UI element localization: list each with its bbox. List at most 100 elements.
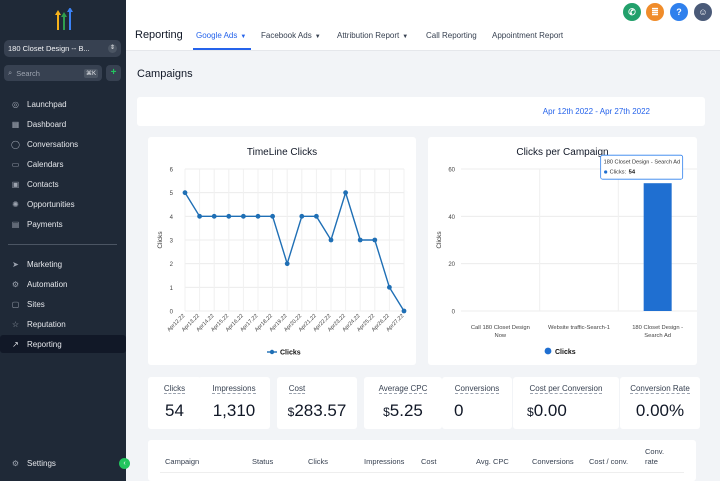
stat-label: Conversion Rate [620,384,700,394]
sidebar-item-reputation[interactable]: ☆ Reputation [4,315,122,333]
y-axis-label: Clicks [157,231,164,249]
sidebar-item-label: Launchpad [27,99,67,109]
data-point [357,237,363,243]
column-header-status[interactable]: Status [252,457,274,466]
column-header-campaign[interactable]: Campaign [165,457,200,466]
sidebar-item-calendars[interactable]: ▭ Calendars [4,155,122,173]
data-point [270,213,275,219]
data-point [401,308,407,314]
stat-value: $0.00 [513,401,619,421]
column-header-impressions[interactable]: Impressions [364,457,405,466]
currency-symbol: $ [383,405,390,419]
legend-marker [544,347,552,355]
funnel-icon: ✺ [12,199,19,209]
sidebar-item-launchpad[interactable]: ◎ Launchpad [4,95,122,113]
sidebar-item-sites[interactable]: ▢ Sites [4,295,122,313]
tab-google-ads[interactable]: Google Ads ▼ [196,31,246,40]
timeline-clicks-chart: 0123456Apr12,22Apr13,22Apr14,22Apr15,22A… [157,168,407,357]
bar [643,183,672,311]
stat-label-text: Clicks [163,384,186,394]
tab-appointment-report[interactable]: Appointment Report [492,31,563,40]
phone-icon[interactable]: ✆ [623,3,641,21]
tab-facebook-ads[interactable]: Facebook Ads ▼ [261,31,321,40]
sidebar-item-label: Automation [27,279,68,289]
globe-icon: ▢ [11,299,20,309]
stat-label-text: Conversions [454,384,500,394]
chart-title: TimeLine Clicks [246,147,318,158]
collapse-sidebar-button[interactable]: ‹ [119,458,130,469]
stat-label: Conversions [442,384,512,394]
stat-cost: Cost $283.57 [277,377,357,429]
avatar[interactable]: ☺ [694,3,712,21]
sidebar-item-reporting[interactable]: ↗ Reporting [0,335,126,353]
sidebar-item-conversations[interactable]: ◯ Conversations [4,135,122,153]
x-tick-label: Now [495,333,507,339]
legend-marker [269,349,275,355]
sidebar-item-automation[interactable]: ⚙ Automation [4,275,122,293]
sidebar-item-settings[interactable]: ⚙ Settings [4,454,122,472]
column-header-clicks[interactable]: Clicks [308,457,328,466]
notifications-icon[interactable]: ≣ [646,3,664,21]
stat-label: Impressions [198,384,270,394]
top-bar: Reporting Google Ads ▼ Facebook Ads ▼ Attr… [126,0,720,51]
calendar-icon: ▭ [11,159,20,169]
y-tick-label: 0 [170,310,174,316]
column-header-cost-per-conv[interactable]: Cost / conv. [589,457,629,466]
data-point [197,213,202,219]
automation-icon: ⚙ [11,279,20,289]
sidebar-item-dashboard[interactable]: ▦ Dashboard [4,115,122,133]
column-header-conversions[interactable]: Conversions [532,457,574,466]
app-logo-icon [55,8,73,30]
stat-label: Cost per Conversion [513,384,619,394]
y-tick-label: 0 [452,310,456,316]
clicks-per-campaign-chart: 0 20 40 60 Clicks Call 180 Closet Design Now We… [436,154,697,356]
sidebar-item-label: Conversations [27,139,79,149]
sidebar-item-label: Contacts [27,179,59,189]
active-tab-indicator [193,48,251,50]
y-tick-label: 60 [448,168,455,174]
chevron-down-icon: ▼ [314,34,321,40]
tab-call-reporting[interactable]: Call Reporting [426,31,477,40]
stat-clicks: Clicks 54 [148,377,201,429]
y-axis-label: Clicks [436,231,443,249]
sidebar-item-label: Settings [27,458,56,468]
y-tick-label: 5 [170,191,174,197]
account-switcher[interactable]: 180 Closet Design -- B... ⇕ [4,40,121,57]
date-range-picker[interactable]: Apr 12th 2022 - Apr 27th 2022 [542,107,650,116]
help-button[interactable]: ? [670,3,688,21]
card-icon: ▤ [11,219,20,229]
stat-label-text: Cost per Conversion [529,384,603,394]
sidebar-item-payments[interactable]: ▤ Payments [4,215,122,233]
column-header-conv[interactable]: Conv. [645,447,665,456]
tab-label: Call Reporting [426,31,477,40]
data-point [182,190,188,196]
rocket-icon: ◎ [12,99,19,109]
star-icon: ☆ [11,319,20,329]
legend-label: Clicks [280,350,301,357]
data-point [328,237,334,243]
chart-line-icon: ↗ [12,339,19,349]
sidebar-item-label: Sites [27,299,45,309]
x-tick-label: 180 Closet Design - [632,325,683,331]
data-point [343,190,348,196]
stat-value: 1,310 [212,401,256,420]
stat-label-text: Conversion Rate [630,384,690,394]
search-input[interactable]: ⌕ Search ⌘K [4,65,102,81]
sidebar-item-marketing[interactable]: ➤ Marketing [4,255,122,273]
stat-value: $5.25 [364,401,442,421]
y-tick-label: 1 [170,286,174,292]
column-header-conv-rate[interactable]: rate [645,457,658,466]
tab-attribution-report[interactable]: Attribution Report ▼ [337,31,408,40]
sidebar-item-opportunities[interactable]: ✺ Opportunities [4,195,122,213]
tooltip-box [600,154,684,180]
quick-add-button[interactable]: + [106,65,121,81]
stat-label: Cost [277,384,357,394]
account-name: 180 Closet Design -- B... [8,44,90,53]
section-title: Reporting [135,29,183,41]
column-header-avg-cpc[interactable]: Avg. CPC [476,457,509,466]
stat-conversion-rate: Conversion Rate 0.00% [620,377,700,429]
sidebar-item-contacts[interactable]: ▣ Contacts [4,175,122,193]
column-header-cost[interactable]: Cost [421,457,437,466]
x-tick-label: Website traffic-Search-1 [548,325,610,331]
stat-number: 0.00 [533,401,567,420]
